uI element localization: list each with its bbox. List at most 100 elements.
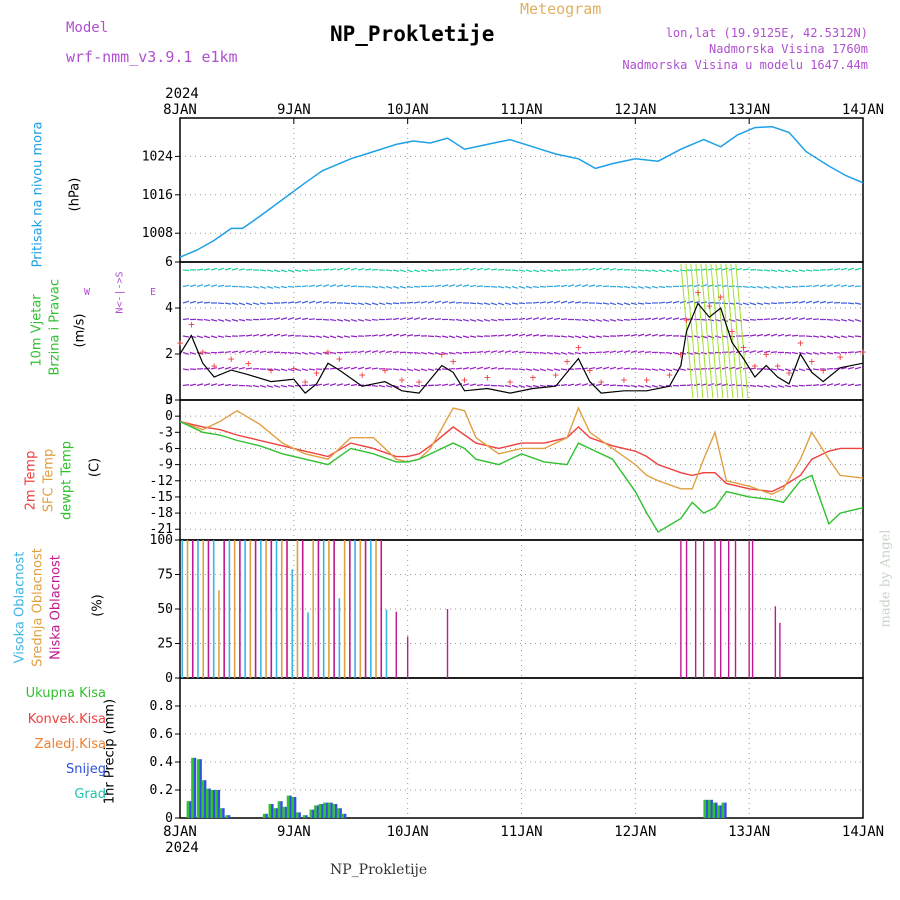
wind-barb <box>623 384 631 387</box>
wind-barb <box>854 384 862 387</box>
wind-barb <box>595 318 603 322</box>
gust-marker: + <box>177 337 184 350</box>
wind-barb <box>231 267 239 271</box>
wind-barb <box>777 285 785 289</box>
gust-marker: + <box>552 369 559 382</box>
precip-bar-total <box>262 813 266 818</box>
wind-barb <box>658 368 666 372</box>
wind-barb <box>413 368 421 372</box>
wind-barb <box>672 317 680 321</box>
wind-barb <box>203 284 211 288</box>
wind-barb <box>364 350 372 354</box>
wind-barb <box>616 318 624 322</box>
wind-barb <box>770 285 778 289</box>
wind-barb <box>539 269 547 273</box>
precip-bar-total <box>286 795 290 818</box>
wind-barb <box>294 269 302 273</box>
gust-marker: + <box>325 346 332 359</box>
wind-barb <box>567 300 575 304</box>
wind-barb <box>364 302 372 306</box>
wind-barb <box>203 383 211 387</box>
wind-barb <box>476 366 484 370</box>
wind-barb <box>567 383 575 387</box>
wind-barb <box>434 335 442 338</box>
wind-barb <box>756 350 764 354</box>
wind-barb <box>581 318 589 322</box>
wind-barb <box>581 301 589 304</box>
wind-barb <box>826 335 834 339</box>
wind-barb <box>588 367 596 370</box>
wind-barb <box>833 383 841 387</box>
wind-barb <box>847 267 855 271</box>
wind-barb <box>777 368 785 372</box>
precip-bar-snow <box>284 806 288 818</box>
wind-barb <box>623 285 631 289</box>
wind-barb <box>532 317 540 321</box>
wind-barb <box>224 318 232 322</box>
precip-bar-snow <box>724 802 727 818</box>
wind-barb <box>819 383 827 387</box>
wind-barb <box>287 269 295 273</box>
wind-barb <box>427 368 435 371</box>
wind-barb <box>427 300 435 304</box>
y-tick-label: 25 <box>157 637 173 652</box>
wind-barb <box>210 367 218 370</box>
wind-barb <box>658 317 666 321</box>
wind-barb <box>301 317 309 321</box>
wind-barb <box>364 318 372 322</box>
wind-barb <box>553 285 561 288</box>
wind-barb <box>840 267 848 271</box>
wind-barb <box>483 366 491 370</box>
wind-barb <box>595 267 603 271</box>
wind-barb <box>770 317 778 321</box>
wind-barb <box>560 300 568 304</box>
y-tick-label: 0.6 <box>150 727 173 742</box>
wind-barb <box>392 269 400 272</box>
precip-bar-total <box>327 802 331 818</box>
precip-bar-snow <box>222 808 225 818</box>
wind-barb <box>266 384 274 388</box>
wind-barb <box>322 284 330 288</box>
wind-barb <box>238 268 246 271</box>
wind-barb <box>217 267 225 271</box>
wind-barb <box>329 301 337 304</box>
wind-barb <box>791 269 799 273</box>
wind-barb <box>273 368 281 371</box>
wind-barb-strong <box>710 263 724 399</box>
time-label-bottom: 13JAN <box>728 824 770 840</box>
wind-barb <box>546 300 554 304</box>
wind-barb <box>469 284 477 288</box>
wind-barb <box>490 350 498 354</box>
gust-marker: + <box>359 369 366 382</box>
wind-barb <box>812 351 820 355</box>
gust-marker: + <box>530 371 537 384</box>
wind-barb <box>609 302 617 306</box>
wind-barb <box>245 350 253 354</box>
wind-barb <box>224 366 232 370</box>
wind-barb <box>616 302 624 306</box>
wind-barb <box>539 351 547 355</box>
wind-barb <box>560 335 568 338</box>
wind-barb <box>560 351 568 355</box>
wind-barb <box>833 335 841 339</box>
precip-bar-total <box>186 801 190 818</box>
wind-barb <box>819 300 827 304</box>
precip-bar-total <box>336 808 340 818</box>
wind-barb <box>252 384 260 388</box>
wind-barb <box>511 350 519 354</box>
wind-barb <box>665 301 673 304</box>
wind-barb <box>476 335 484 338</box>
wind-barb <box>448 268 456 271</box>
wind-barb <box>497 384 505 387</box>
wind-barb <box>371 318 379 321</box>
gust-marker: + <box>717 291 724 304</box>
wind-barb <box>455 335 463 339</box>
wind-barb <box>399 368 407 371</box>
precip-bar-snow <box>343 813 347 818</box>
wind-barb <box>238 350 246 354</box>
wind-barb <box>588 267 596 271</box>
wind-barb-strong <box>705 263 719 399</box>
wind-barb <box>749 334 757 337</box>
wind-barb <box>413 301 421 304</box>
model-altitude-label: Nadmorska Visina u modelu 1647.44m <box>622 58 868 72</box>
